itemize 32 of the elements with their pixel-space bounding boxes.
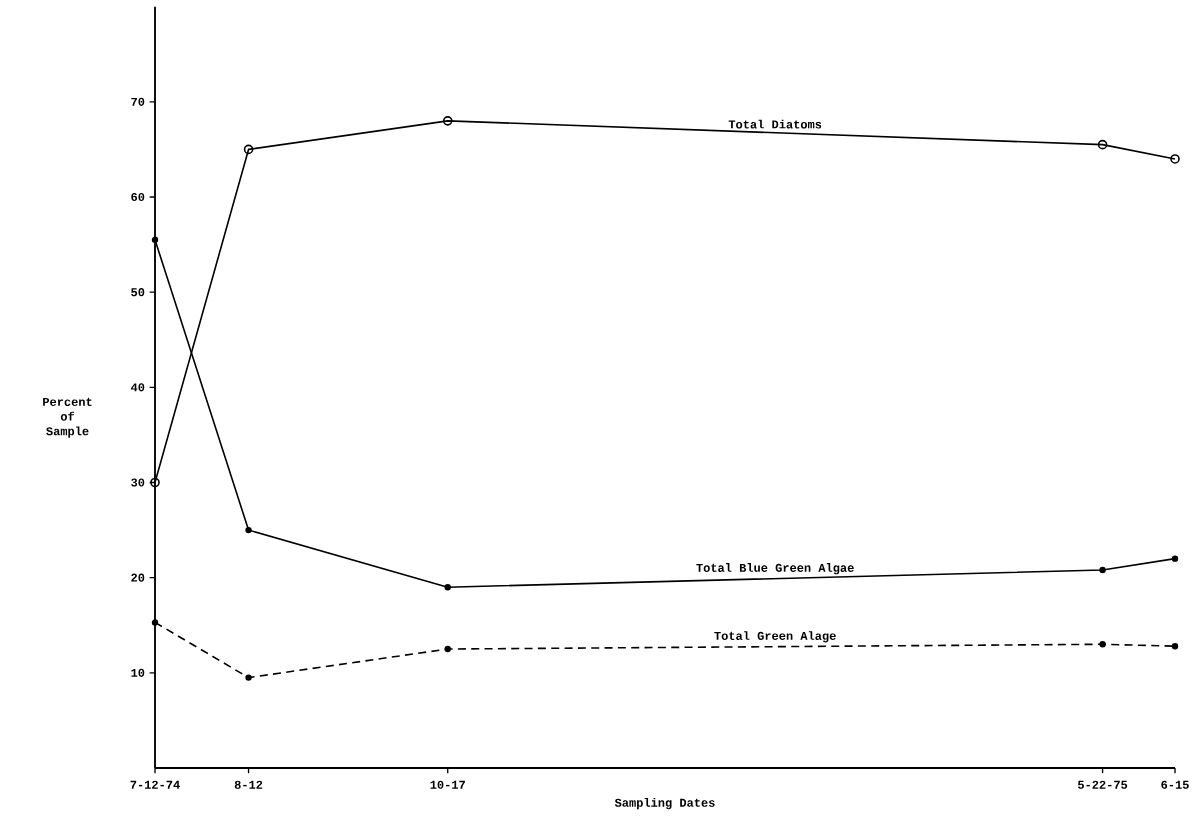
point bbox=[444, 645, 451, 653]
y-tick-label: 40 bbox=[130, 383, 145, 392]
point bbox=[1171, 555, 1179, 562]
x-axis-title: Sampling Dates bbox=[614, 798, 715, 810]
x-tick-label: 7-12-74 bbox=[130, 780, 180, 789]
series-label: Total Green Alage bbox=[714, 631, 836, 643]
point bbox=[1170, 154, 1180, 164]
point bbox=[245, 526, 252, 534]
y-tick-label: 70 bbox=[131, 97, 145, 106]
point bbox=[442, 116, 453, 126]
point bbox=[1099, 641, 1106, 648]
y-tick-label: 20 bbox=[131, 573, 145, 582]
point bbox=[151, 619, 159, 626]
y-tick-label: 50 bbox=[131, 288, 145, 297]
point bbox=[245, 674, 252, 681]
point bbox=[151, 236, 159, 244]
y-tick-label: 30 bbox=[131, 478, 145, 487]
y-axis-title: Percent of Sample bbox=[43, 397, 92, 438]
x-tick-label: 8-12 bbox=[234, 780, 263, 789]
series-label: Total Diatoms bbox=[728, 119, 822, 129]
x-tick-label: 10-17 bbox=[430, 780, 465, 789]
point bbox=[1171, 642, 1179, 650]
y-tick-label: 10 bbox=[131, 668, 145, 677]
y-tick-label: 60 bbox=[131, 192, 145, 202]
x-tick-label: 5-22-75 bbox=[1077, 780, 1128, 789]
point bbox=[243, 144, 254, 155]
point bbox=[444, 583, 451, 591]
point bbox=[1099, 566, 1106, 574]
x-tick-label: 6-15 bbox=[1161, 780, 1189, 789]
point bbox=[1097, 139, 1108, 150]
point bbox=[150, 477, 160, 488]
series-label: Total Blue Green Algae bbox=[696, 563, 854, 575]
